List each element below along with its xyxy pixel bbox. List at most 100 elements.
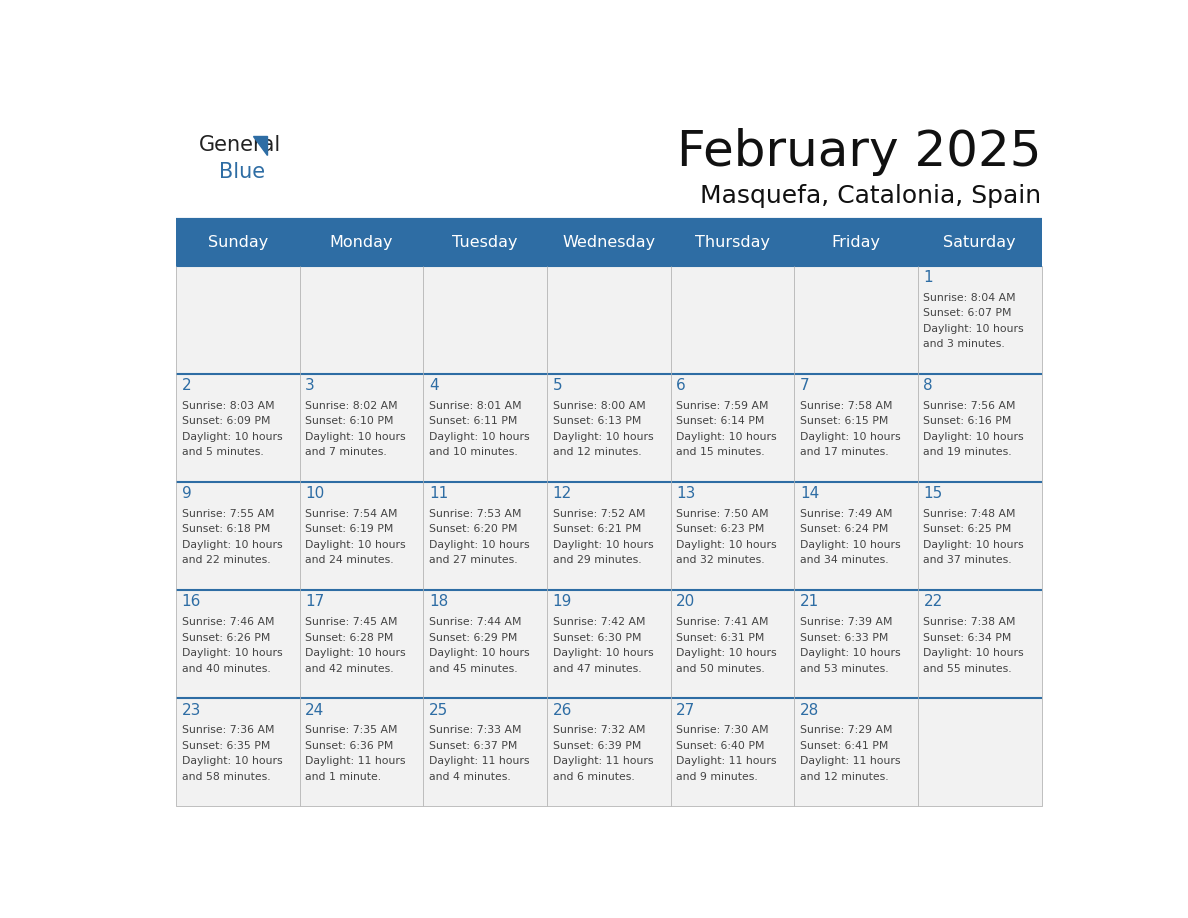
Text: and 37 minutes.: and 37 minutes. <box>923 555 1012 565</box>
Text: Sunset: 6:26 PM: Sunset: 6:26 PM <box>182 633 270 643</box>
Text: Sunset: 6:07 PM: Sunset: 6:07 PM <box>923 308 1012 318</box>
Text: 24: 24 <box>305 702 324 718</box>
Text: General: General <box>200 135 282 155</box>
Text: and 15 minutes.: and 15 minutes. <box>676 447 765 457</box>
Text: Tuesday: Tuesday <box>453 235 518 251</box>
Bar <box>176 265 299 374</box>
Bar <box>795 482 918 590</box>
Bar <box>423 590 546 699</box>
Text: 4: 4 <box>429 378 438 393</box>
Text: Sunset: 6:23 PM: Sunset: 6:23 PM <box>676 524 765 534</box>
Text: Sunrise: 7:39 AM: Sunrise: 7:39 AM <box>800 617 892 627</box>
Text: Sunset: 6:36 PM: Sunset: 6:36 PM <box>305 741 393 751</box>
Text: Sunrise: 7:52 AM: Sunrise: 7:52 AM <box>552 509 645 519</box>
Text: Daylight: 10 hours: Daylight: 10 hours <box>923 324 1024 333</box>
Text: Masquefa, Catalonia, Spain: Masquefa, Catalonia, Spain <box>701 185 1042 208</box>
Bar <box>795 590 918 699</box>
Text: Sunrise: 8:00 AM: Sunrise: 8:00 AM <box>552 400 645 410</box>
Text: Sunrise: 7:32 AM: Sunrise: 7:32 AM <box>552 725 645 735</box>
Bar <box>671 374 795 482</box>
Bar <box>423 374 546 482</box>
Text: Wednesday: Wednesday <box>562 235 656 251</box>
Text: Sunset: 6:19 PM: Sunset: 6:19 PM <box>305 524 393 534</box>
Text: February 2025: February 2025 <box>677 128 1042 176</box>
Text: Sunrise: 7:50 AM: Sunrise: 7:50 AM <box>676 509 769 519</box>
Text: Sunset: 6:31 PM: Sunset: 6:31 PM <box>676 633 765 643</box>
Text: Blue: Blue <box>220 162 266 182</box>
Text: and 22 minutes.: and 22 minutes. <box>182 555 271 565</box>
Bar <box>423 699 546 806</box>
Text: and 12 minutes.: and 12 minutes. <box>800 772 889 782</box>
Text: Sunset: 6:29 PM: Sunset: 6:29 PM <box>429 633 517 643</box>
Text: Sunset: 6:41 PM: Sunset: 6:41 PM <box>800 741 889 751</box>
Text: and 5 minutes.: and 5 minutes. <box>182 447 264 457</box>
Bar <box>671 699 795 806</box>
Text: Daylight: 10 hours: Daylight: 10 hours <box>923 540 1024 550</box>
Bar <box>546 699 671 806</box>
Text: Sunset: 6:18 PM: Sunset: 6:18 PM <box>182 524 270 534</box>
Text: and 32 minutes.: and 32 minutes. <box>676 555 765 565</box>
Text: Sunset: 6:14 PM: Sunset: 6:14 PM <box>676 416 765 426</box>
Text: 12: 12 <box>552 487 571 501</box>
Text: Daylight: 10 hours: Daylight: 10 hours <box>800 648 901 658</box>
Text: Daylight: 10 hours: Daylight: 10 hours <box>800 431 901 442</box>
Bar <box>176 699 299 806</box>
Bar <box>918 265 1042 374</box>
Bar <box>299 699 423 806</box>
Bar <box>299 590 423 699</box>
Text: 25: 25 <box>429 702 448 718</box>
Text: Sunrise: 7:53 AM: Sunrise: 7:53 AM <box>429 509 522 519</box>
Text: and 29 minutes.: and 29 minutes. <box>552 555 642 565</box>
Text: and 3 minutes.: and 3 minutes. <box>923 339 1005 349</box>
Text: Sunrise: 7:41 AM: Sunrise: 7:41 AM <box>676 617 769 627</box>
Text: 1: 1 <box>923 270 933 285</box>
Bar <box>671 590 795 699</box>
Text: Sunrise: 7:29 AM: Sunrise: 7:29 AM <box>800 725 892 735</box>
Text: Sunset: 6:10 PM: Sunset: 6:10 PM <box>305 416 393 426</box>
Text: Daylight: 10 hours: Daylight: 10 hours <box>182 648 283 658</box>
Bar <box>795 374 918 482</box>
Text: 27: 27 <box>676 702 695 718</box>
Text: Sunrise: 7:46 AM: Sunrise: 7:46 AM <box>182 617 274 627</box>
Text: Sunset: 6:11 PM: Sunset: 6:11 PM <box>429 416 517 426</box>
Bar <box>795 699 918 806</box>
Text: Sunrise: 7:38 AM: Sunrise: 7:38 AM <box>923 617 1016 627</box>
Text: 26: 26 <box>552 702 571 718</box>
Text: Daylight: 10 hours: Daylight: 10 hours <box>182 431 283 442</box>
Text: Daylight: 10 hours: Daylight: 10 hours <box>429 648 530 658</box>
Text: 17: 17 <box>305 594 324 610</box>
Text: 22: 22 <box>923 594 943 610</box>
Text: Sunset: 6:15 PM: Sunset: 6:15 PM <box>800 416 889 426</box>
Text: Sunrise: 7:42 AM: Sunrise: 7:42 AM <box>552 617 645 627</box>
Text: Thursday: Thursday <box>695 235 770 251</box>
Text: and 6 minutes.: and 6 minutes. <box>552 772 634 782</box>
Bar <box>918 374 1042 482</box>
Bar <box>918 482 1042 590</box>
Text: and 1 minute.: and 1 minute. <box>305 772 381 782</box>
Text: 7: 7 <box>800 378 809 393</box>
Text: Daylight: 10 hours: Daylight: 10 hours <box>552 648 653 658</box>
Text: and 45 minutes.: and 45 minutes. <box>429 664 518 674</box>
Text: Daylight: 10 hours: Daylight: 10 hours <box>429 540 530 550</box>
Text: Sunday: Sunday <box>208 235 268 251</box>
Bar <box>299 482 423 590</box>
Text: Sunset: 6:35 PM: Sunset: 6:35 PM <box>182 741 270 751</box>
Text: Sunset: 6:28 PM: Sunset: 6:28 PM <box>305 633 393 643</box>
Text: Daylight: 10 hours: Daylight: 10 hours <box>552 431 653 442</box>
Polygon shape <box>253 136 267 155</box>
Text: Daylight: 10 hours: Daylight: 10 hours <box>305 431 406 442</box>
Text: and 9 minutes.: and 9 minutes. <box>676 772 758 782</box>
Text: Monday: Monday <box>330 235 393 251</box>
Bar <box>671 265 795 374</box>
Text: and 40 minutes.: and 40 minutes. <box>182 664 271 674</box>
Text: Sunrise: 7:58 AM: Sunrise: 7:58 AM <box>800 400 892 410</box>
Text: 13: 13 <box>676 487 695 501</box>
Text: and 24 minutes.: and 24 minutes. <box>305 555 394 565</box>
Text: and 50 minutes.: and 50 minutes. <box>676 664 765 674</box>
Text: and 47 minutes.: and 47 minutes. <box>552 664 642 674</box>
Bar <box>299 374 423 482</box>
Text: Daylight: 10 hours: Daylight: 10 hours <box>676 540 777 550</box>
Text: Sunrise: 7:35 AM: Sunrise: 7:35 AM <box>305 725 398 735</box>
Text: and 4 minutes.: and 4 minutes. <box>429 772 511 782</box>
Bar <box>299 265 423 374</box>
